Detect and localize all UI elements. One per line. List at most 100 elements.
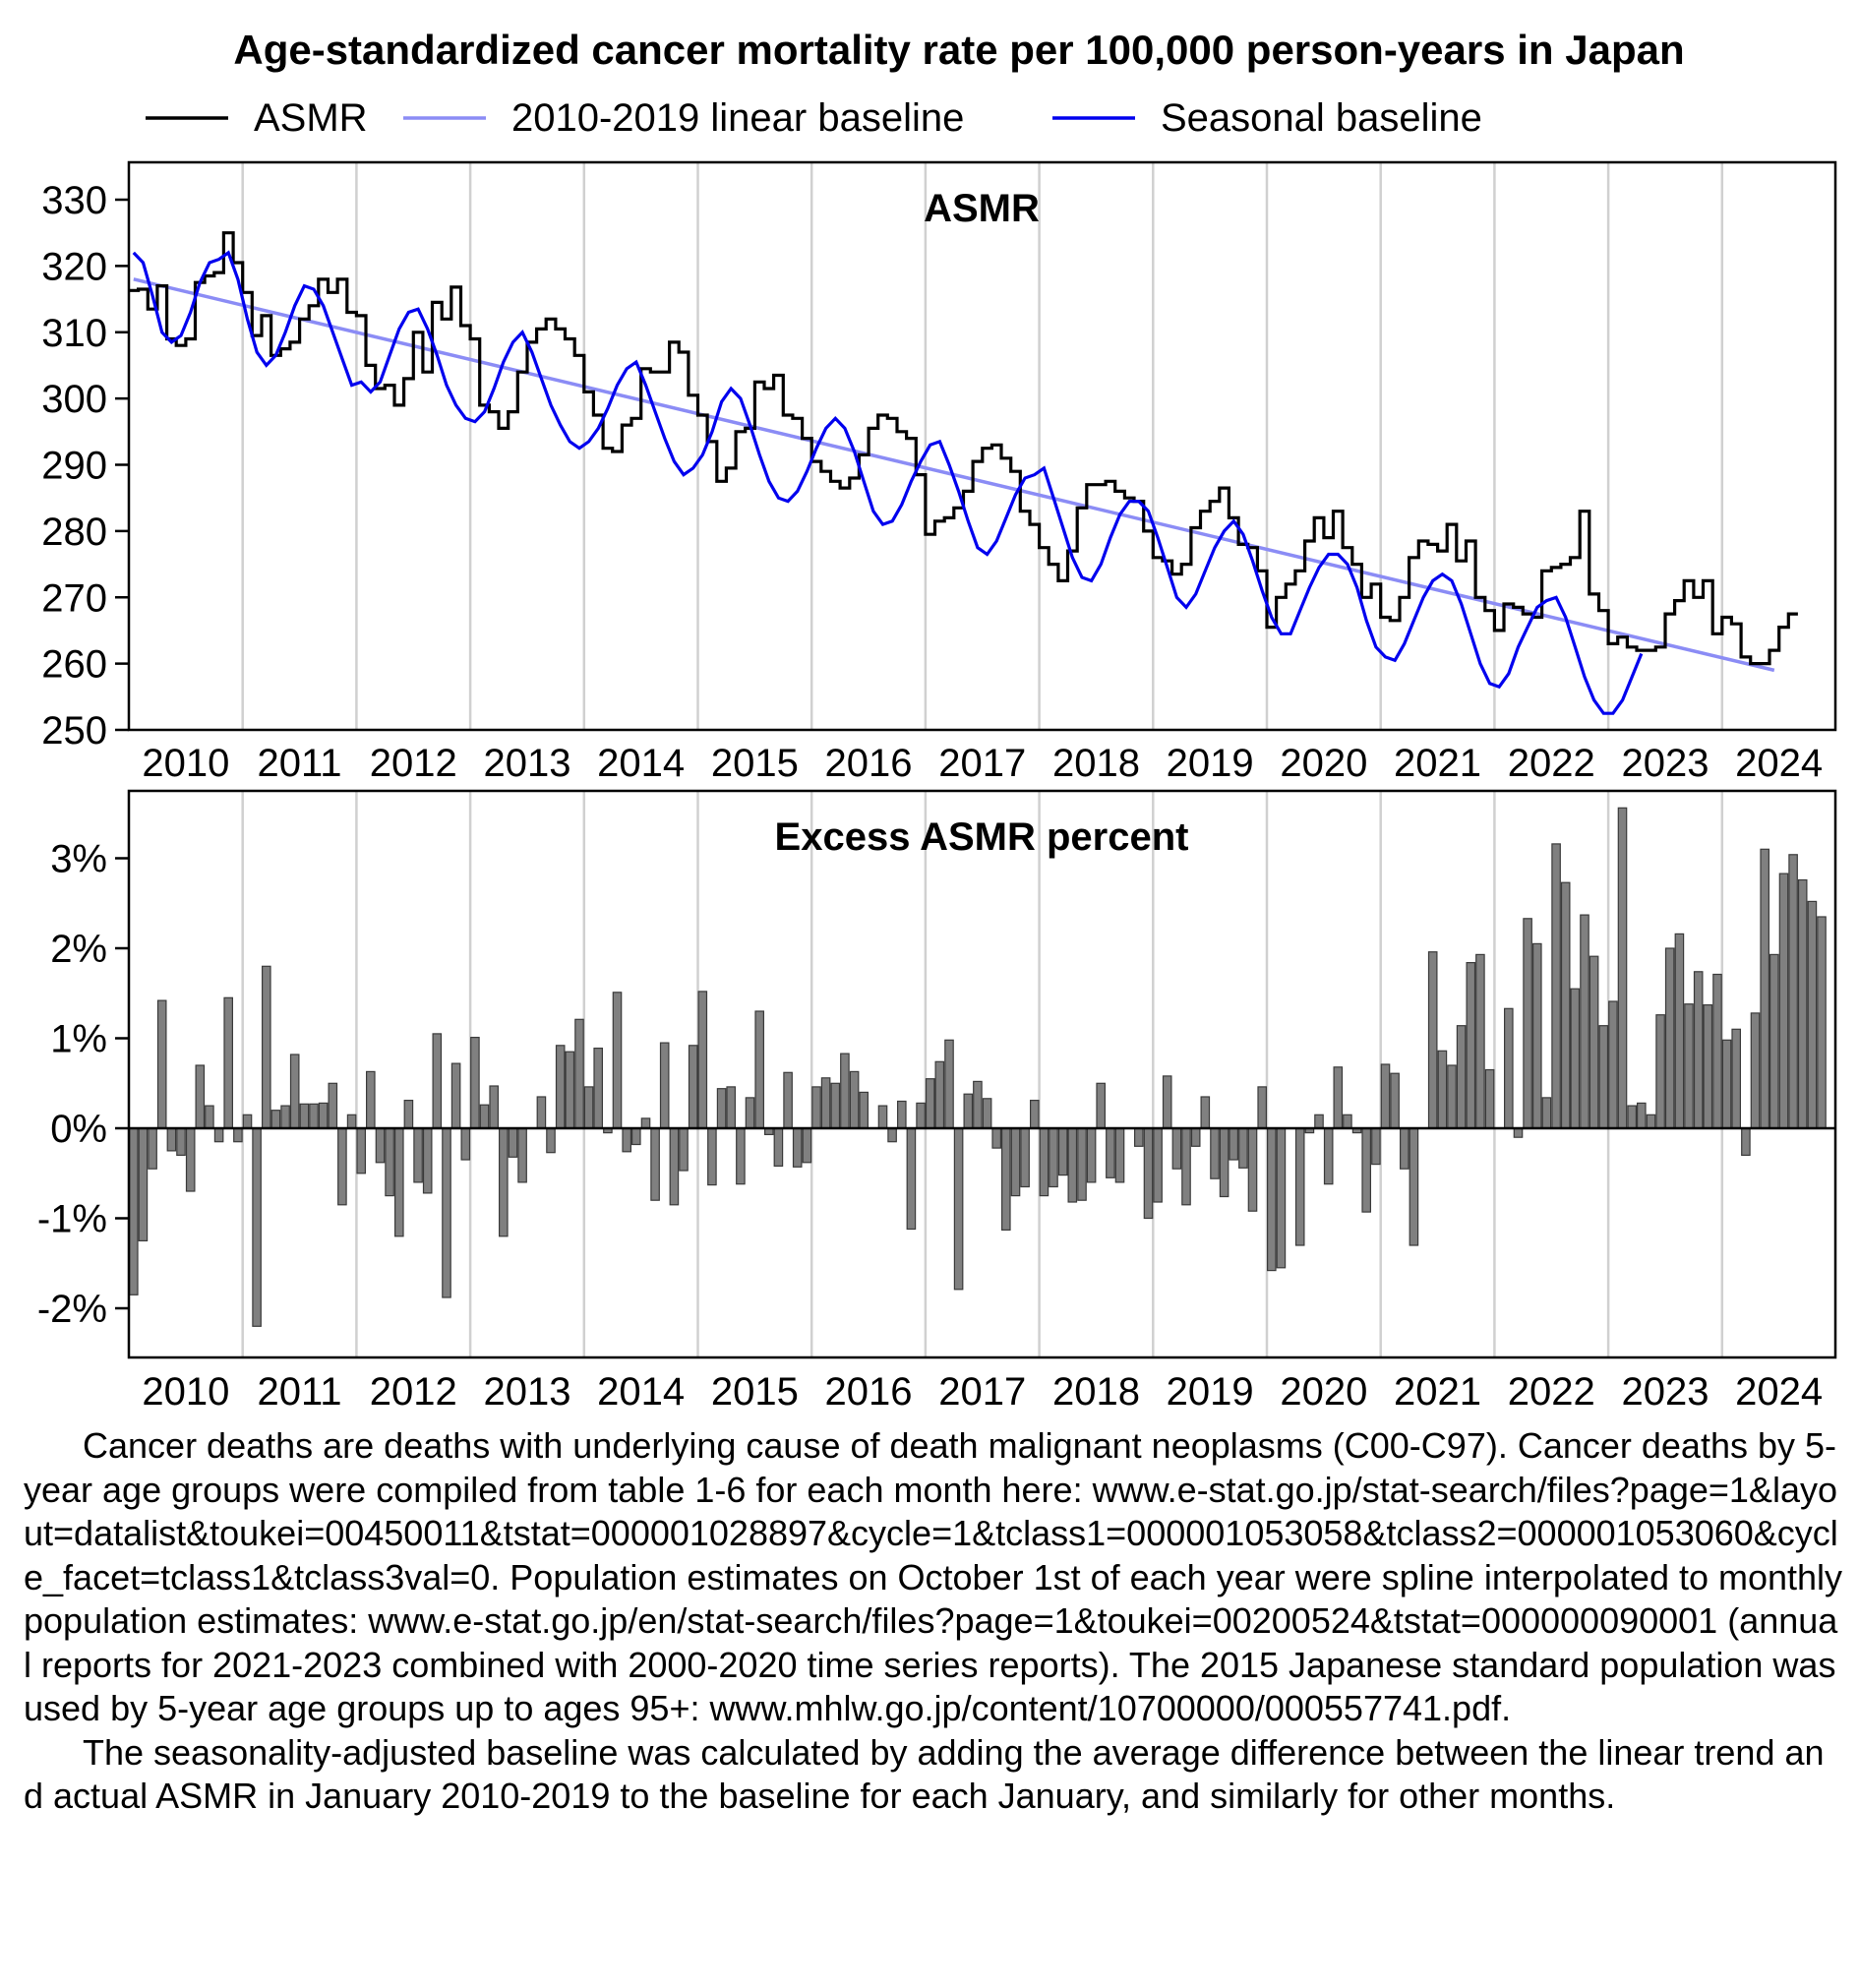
excess-bar xyxy=(185,1127,196,1192)
x-tick-2014: 2014 xyxy=(597,1370,685,1414)
excess-bar xyxy=(896,1100,907,1129)
x-tick-2021: 2021 xyxy=(1394,1370,1481,1414)
excess-bar xyxy=(726,1086,736,1129)
excess-bar xyxy=(1778,873,1789,1129)
x-tick-2021: 2021 xyxy=(1394,742,1481,785)
excess-bar xyxy=(1266,1127,1277,1272)
excess-bar xyxy=(773,1127,784,1168)
excess-bar xyxy=(593,1047,603,1129)
excess-bar xyxy=(1427,951,1438,1129)
excess-bar xyxy=(1077,1127,1087,1201)
asmr-y-axis: 250 260 270 280 290 300 310 320 330 xyxy=(41,179,129,753)
excess-bar xyxy=(499,1127,509,1237)
excess-bar xyxy=(583,1086,594,1129)
x-tick-2013: 2013 xyxy=(483,742,570,785)
x-tick-2013: 2013 xyxy=(483,1370,570,1414)
excess-bar xyxy=(830,1082,841,1129)
excess-bar xyxy=(166,1127,177,1152)
excess-bar xyxy=(622,1127,631,1153)
x-tick-2011: 2011 xyxy=(258,742,342,785)
excess-bar xyxy=(1608,1000,1618,1129)
chart-title: Age-standardized cancer mortality rate p… xyxy=(233,27,1684,73)
x-tick-2017: 2017 xyxy=(938,1370,1026,1414)
legend-label-seasonal-baseline: Seasonal baseline xyxy=(1161,96,1482,140)
y-tick-label: 3% xyxy=(50,838,107,881)
excess-bar xyxy=(1067,1127,1078,1203)
excess-bar xyxy=(1503,1007,1514,1129)
excess-bar xyxy=(1731,1028,1741,1129)
excess-bar xyxy=(1380,1063,1391,1129)
excess-y-axis: -2% -1% 0% 1% 2% 3% xyxy=(37,838,129,1331)
excess-bar xyxy=(1655,1014,1665,1129)
excess-bar xyxy=(270,1110,281,1129)
x-tick-2014: 2014 xyxy=(597,742,685,785)
x-tick-2012: 2012 xyxy=(370,742,457,785)
excess-bar xyxy=(630,1127,641,1146)
excess-bar xyxy=(213,1127,224,1143)
excess-bar xyxy=(640,1117,651,1129)
excess-bar xyxy=(1114,1127,1125,1183)
excess-bar xyxy=(1010,1127,1021,1197)
excess-panel-gridlines xyxy=(241,791,1724,1357)
excess-bar xyxy=(574,1018,584,1129)
x-tick-2016: 2016 xyxy=(825,1370,913,1414)
excess-bar xyxy=(934,1060,945,1129)
excess-bar xyxy=(1039,1127,1049,1197)
excess-bar xyxy=(309,1103,319,1129)
excess-bar xyxy=(1210,1127,1220,1179)
excess-bar xyxy=(1541,1097,1552,1129)
y-tick-label: 300 xyxy=(41,378,107,421)
excess-bar xyxy=(1181,1127,1191,1206)
excess-bar xyxy=(403,1099,414,1129)
excess-bar xyxy=(840,1053,850,1129)
excess-bar xyxy=(555,1045,566,1129)
x-tick-2019: 2019 xyxy=(1167,1370,1254,1414)
excess-bar xyxy=(1409,1127,1419,1246)
excess-bar xyxy=(1096,1082,1106,1129)
excess-bar xyxy=(669,1127,680,1206)
excess-bar xyxy=(973,1080,983,1129)
x-tick-2023: 2023 xyxy=(1621,1370,1709,1414)
excess-bar xyxy=(1664,947,1675,1129)
excess-bar xyxy=(450,1062,461,1129)
excess-bar xyxy=(375,1127,386,1164)
excess-bar xyxy=(1343,1114,1352,1129)
x-tick-2020: 2020 xyxy=(1280,742,1367,785)
excess-bar xyxy=(460,1127,471,1161)
excess-bar xyxy=(148,1127,157,1170)
excess-bar xyxy=(356,1127,366,1175)
excess-bar xyxy=(1294,1127,1305,1246)
excess-bar xyxy=(1807,900,1818,1129)
excess-bar xyxy=(1276,1127,1287,1269)
excess-bar xyxy=(346,1114,357,1129)
excess-bar xyxy=(736,1127,746,1185)
excess-bar xyxy=(650,1127,660,1201)
excess-bar xyxy=(1057,1127,1068,1176)
excess-bar xyxy=(887,1127,897,1143)
excess-bar xyxy=(802,1127,812,1164)
excess-bar xyxy=(1390,1072,1400,1129)
excess-bar xyxy=(1769,953,1779,1129)
excess-bar xyxy=(252,1127,262,1327)
excess-bar xyxy=(1437,1050,1448,1129)
x-tick-2022: 2022 xyxy=(1508,1370,1595,1414)
x-tick-2018: 2018 xyxy=(1052,1370,1140,1414)
asmr-panel-frame xyxy=(127,160,1837,732)
excess-bar xyxy=(811,1086,821,1129)
x-tick-2024: 2024 xyxy=(1735,742,1823,785)
excess-bar xyxy=(1314,1114,1324,1129)
y-tick-label: 250 xyxy=(41,709,107,753)
excess-bar xyxy=(1674,933,1685,1129)
excess-bar xyxy=(223,996,233,1129)
excess-bar xyxy=(299,1103,310,1129)
excess-bar xyxy=(877,1105,888,1129)
excess-bar xyxy=(1703,1003,1713,1129)
excess-bar xyxy=(1484,1068,1495,1129)
excess-bar xyxy=(1323,1127,1334,1185)
excess-bar xyxy=(1797,878,1808,1129)
x-tick-2022: 2022 xyxy=(1508,742,1595,785)
y-tick-label: 1% xyxy=(50,1018,107,1061)
excess-bar xyxy=(982,1098,992,1129)
excess-bar xyxy=(1456,1025,1467,1129)
